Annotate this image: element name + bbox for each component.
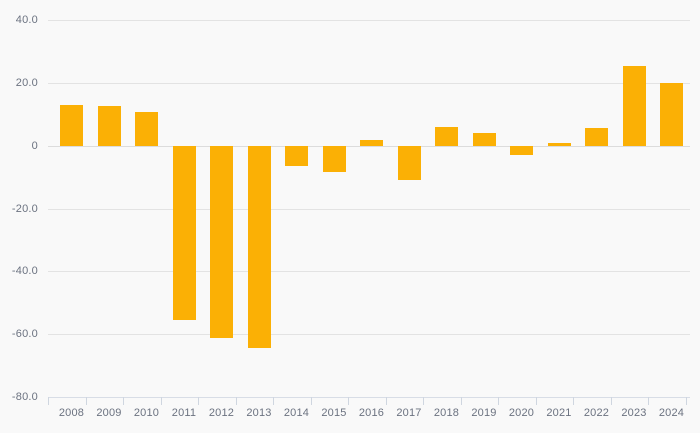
x-axis-tick-label: 2015 <box>321 407 347 419</box>
gridline <box>48 334 690 336</box>
x-axis-tick-label: 2010 <box>133 407 160 419</box>
bar[interactable] <box>135 112 158 146</box>
gridline <box>48 397 690 398</box>
y-axis-tick-label: -20.0 <box>11 202 38 215</box>
y-axis-tick-label: -40.0 <box>11 265 38 278</box>
x-axis-tick-label: 2011 <box>171 407 197 419</box>
bar[interactable] <box>322 145 346 173</box>
x-axis-tick-label: 2021 <box>546 407 572 419</box>
x-axis-tick-label: 2013 <box>246 407 272 419</box>
x-axis-tick <box>310 397 312 405</box>
x-axis-tick <box>573 397 574 405</box>
y-axis-tick-label: -60.0 <box>11 328 38 341</box>
gridline <box>48 208 690 210</box>
x-axis-tick <box>385 397 387 405</box>
x-axis-tick-label: 2020 <box>508 407 535 419</box>
x-axis-tick-label: 2008 <box>58 407 85 419</box>
x-axis: 2008 2009 2010 2011 2012 2013 2014 2015 2016 2017… <box>48 397 690 433</box>
gridline <box>48 20 690 21</box>
bar[interactable] <box>435 126 458 146</box>
bar[interactable] <box>172 145 196 321</box>
x-axis-tick <box>648 397 649 405</box>
y-axis-tick-label: 20.0 <box>15 76 38 89</box>
plot-area <box>48 20 690 398</box>
x-axis-tick <box>423 397 424 405</box>
gridline <box>48 271 690 273</box>
bar[interactable] <box>547 143 571 146</box>
bar[interactable] <box>622 66 646 146</box>
bar[interactable] <box>397 145 421 181</box>
x-axis-tick-label: 2022 <box>583 407 610 419</box>
x-axis-tick <box>85 397 87 405</box>
x-axis-tick-label: 2019 <box>471 407 497 419</box>
x-axis-tick <box>610 397 612 405</box>
x-axis-tick <box>48 397 49 405</box>
bar[interactable] <box>60 105 83 146</box>
x-axis-tick-label: 2009 <box>96 407 122 419</box>
x-axis-tick <box>685 397 687 405</box>
y-axis-tick-label: 40.0 <box>15 14 38 26</box>
x-axis-tick-label: 2016 <box>358 407 385 419</box>
x-axis-tick-label: 2023 <box>621 407 647 419</box>
gridline <box>48 145 690 147</box>
bar[interactable] <box>472 132 496 146</box>
x-axis-tick-label: 2014 <box>283 407 310 419</box>
y-axis-tick-label: 0 <box>31 139 38 152</box>
gridline <box>48 82 690 84</box>
bar[interactable] <box>360 140 383 146</box>
x-axis-tick <box>123 397 124 405</box>
x-axis-tick <box>535 397 537 405</box>
x-axis-tick <box>348 397 349 405</box>
x-axis-tick <box>198 397 199 405</box>
bar[interactable] <box>97 106 121 146</box>
bar[interactable] <box>510 145 533 156</box>
bar[interactable] <box>210 145 233 339</box>
x-axis-tick-label: 2024 <box>658 407 685 419</box>
x-axis-tick <box>273 397 274 405</box>
x-axis-tick <box>460 397 462 405</box>
x-axis-tick <box>235 397 237 405</box>
x-axis-tick <box>160 397 162 405</box>
bar[interactable] <box>247 145 271 349</box>
x-axis-tick-label: 2017 <box>396 407 422 419</box>
y-axis-tick-label: -80.0 <box>11 391 38 403</box>
x-axis-tick-label: 2012 <box>208 407 235 419</box>
x-axis-tick <box>498 397 499 405</box>
bar[interactable] <box>660 82 683 146</box>
bar[interactable] <box>285 145 308 167</box>
bar[interactable] <box>585 128 608 146</box>
x-axis-tick-label: 2018 <box>433 407 460 419</box>
